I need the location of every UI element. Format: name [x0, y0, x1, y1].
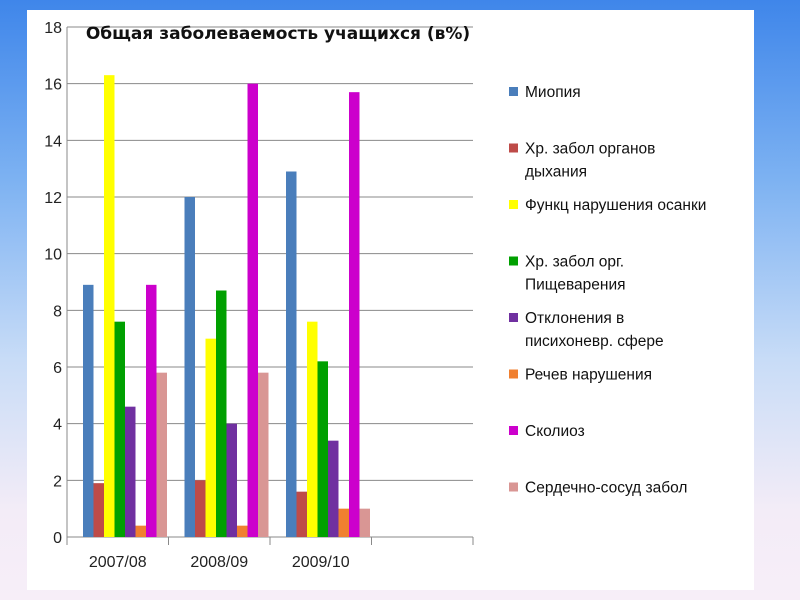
bar — [307, 321, 318, 537]
bar — [258, 372, 269, 537]
chart-title: Общая заболеваемость учащихся (в%) — [86, 24, 470, 44]
bar — [338, 508, 349, 537]
chart-frame: 0 2 4 6 8 10 12 14 16 18 2007/08 2008/09 2009/10 Мио… — [27, 10, 754, 590]
bars — [83, 75, 370, 538]
bar — [184, 197, 195, 537]
bar — [156, 372, 167, 537]
legend-swatch — [509, 426, 518, 435]
y-tick-label: 8 — [53, 303, 62, 320]
bar — [83, 284, 94, 537]
x-tick-label: 2007/08 — [89, 554, 147, 571]
tick-labels: 0 2 4 6 8 10 12 14 16 18 2007/08 2008/09 2009/10 — [44, 20, 350, 571]
legend-label: Сколиоз — [525, 423, 585, 440]
legend-swatch — [509, 200, 518, 209]
legend-label: писихоневр. сфере — [525, 333, 664, 350]
legend-swatch — [509, 369, 518, 379]
legend-label: Функц нарушения осанки — [525, 197, 706, 214]
y-tick-label: 14 — [44, 133, 62, 150]
legend-label: Сердечно-сосуд забол — [525, 480, 687, 497]
legend-label: Хр. забол орг. — [525, 254, 624, 271]
y-tick-label: 2 — [53, 473, 62, 490]
y-tick-label: 10 — [44, 247, 62, 264]
y-tick-label: 6 — [53, 360, 62, 377]
bar — [317, 361, 328, 537]
legend-label: Пищеварения — [525, 277, 626, 294]
bar — [195, 480, 206, 537]
y-tick-label: 0 — [53, 530, 62, 547]
legend-swatch — [509, 143, 518, 153]
bar — [114, 321, 125, 537]
legend-label: Миопия — [525, 84, 581, 101]
bar — [349, 92, 360, 538]
y-tick-label: 16 — [44, 77, 62, 94]
bar — [359, 508, 370, 537]
bar — [125, 406, 136, 537]
bar — [247, 83, 258, 538]
bar — [328, 440, 339, 537]
bar — [104, 75, 115, 538]
y-tick-label: 18 — [44, 20, 62, 37]
bar — [146, 284, 157, 537]
legend-label: Отклонения в — [525, 310, 624, 327]
y-tick-label: 4 — [53, 417, 62, 434]
bar — [296, 491, 307, 537]
bar — [237, 525, 248, 537]
bar — [135, 525, 146, 537]
legend-label: дыхания — [525, 164, 587, 181]
bar-chart: 0 2 4 6 8 10 12 14 16 18 2007/08 2008/09 2009/10 Мио… — [44, 20, 706, 571]
legend: Миопия Хр. забол органов дыхания Функц нару… — [509, 84, 706, 497]
legend-swatch — [509, 256, 518, 266]
x-tick-label: 2009/10 — [292, 554, 350, 571]
bar — [286, 171, 297, 537]
bar — [216, 290, 227, 537]
legend-swatch — [509, 313, 518, 322]
bar — [205, 338, 216, 537]
bar — [226, 423, 237, 537]
legend-swatch — [509, 482, 518, 492]
x-tick-label: 2008/09 — [190, 554, 248, 571]
legend-label: Речев нарушения — [525, 367, 652, 384]
y-tick-label: 12 — [44, 190, 62, 207]
bar — [93, 483, 104, 537]
legend-swatch — [509, 87, 518, 96]
legend-label: Хр. забол органов — [525, 141, 655, 158]
